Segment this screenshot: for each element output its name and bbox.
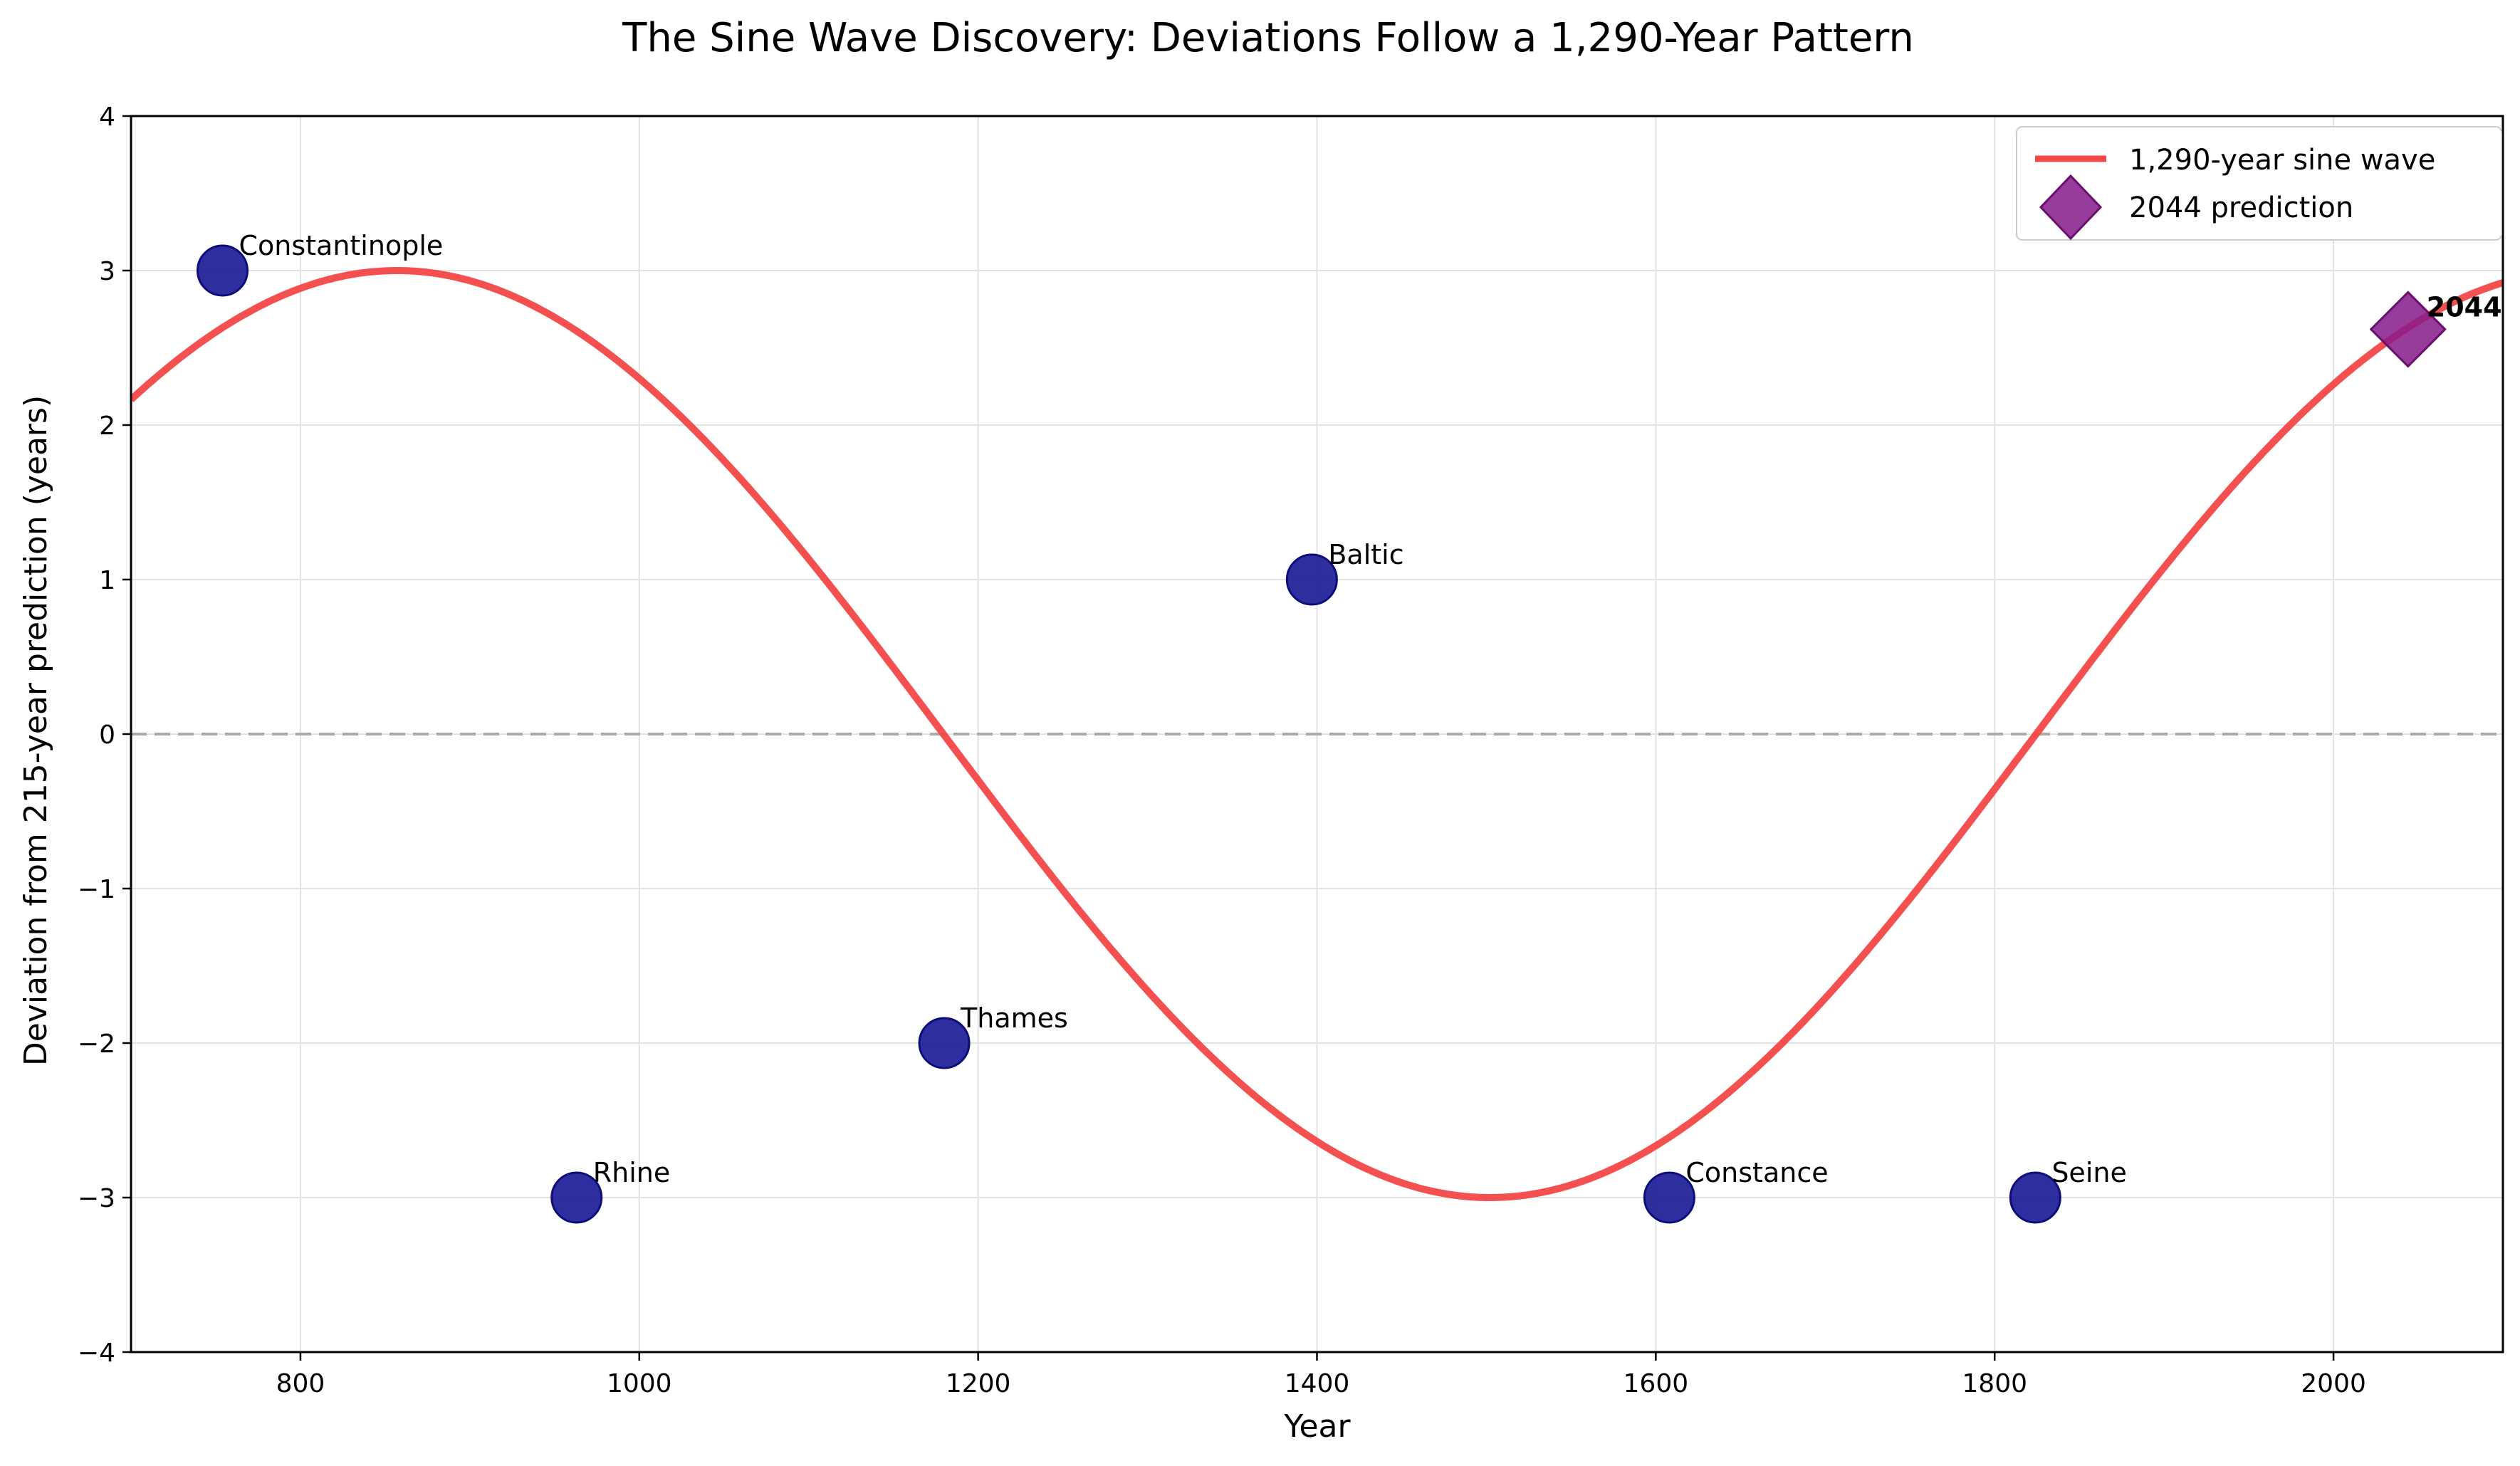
x-tick-label: 800: [276, 1369, 325, 1398]
point-label: Constance: [1685, 1157, 1828, 1188]
data-point: [550, 1171, 603, 1224]
point-label: Baltic: [1328, 539, 1403, 570]
y-axis-ticks: −4 −3 −2 −1 0 1 2 3 4: [78, 103, 131, 1368]
sine-wave-line: [131, 267, 2503, 1201]
plot-series: [131, 267, 2503, 1201]
y-tick-label: −1: [78, 875, 115, 904]
x-axis-label: Year: [1283, 1408, 1351, 1445]
data-point: [196, 244, 249, 297]
prediction-label: 2044: [2427, 291, 2502, 323]
y-tick-label: 0: [99, 721, 115, 750]
data-point: [1643, 1171, 1695, 1224]
x-tick-label: 2000: [2301, 1369, 2366, 1398]
y-tick-label: 3: [99, 257, 115, 286]
y-tick-label: −2: [78, 1030, 115, 1059]
y-tick-label: −4: [78, 1339, 115, 1368]
legend-prediction-label: 2044 prediction: [2129, 192, 2353, 224]
y-tick-label: 4: [99, 103, 115, 132]
y-tick-label: −3: [78, 1184, 115, 1213]
x-tick-label: 1200: [946, 1369, 1011, 1398]
x-tick-label: 1000: [607, 1369, 672, 1398]
point-label: Constantinople: [239, 230, 443, 261]
prediction-marker: [2369, 290, 2447, 368]
x-tick-label: 1400: [1285, 1369, 1350, 1398]
legend-box: [2016, 126, 2502, 241]
legend: 1,290-year sine wave 2044 prediction: [2016, 126, 2502, 241]
prediction-marker-group: 2044: [2369, 290, 2502, 368]
x-tick-label: 1600: [1624, 1369, 1689, 1398]
data-point: [1285, 553, 1338, 606]
legend-sine-label: 1,290-year sine wave: [2129, 144, 2435, 177]
point-label: Thames: [960, 1002, 1068, 1034]
point-label: Seine: [2051, 1157, 2127, 1188]
y-axis-label: Deviation from 215-year prediction (year…: [18, 395, 54, 1066]
x-axis-ticks: 800 1000 1200 1400 1600 1800 2000: [276, 1352, 2366, 1398]
y-tick-label: 1: [99, 566, 115, 595]
y-tick-label: 2: [99, 412, 115, 441]
chart-title: The Sine Wave Discovery: Deviations Foll…: [622, 15, 1914, 61]
x-tick-label: 1800: [1962, 1369, 2027, 1398]
legend-prediction-swatch: [2039, 174, 2103, 241]
data-points: Constantinople Rhine Thames Baltic Constance…: [196, 230, 2127, 1224]
point-label: Rhine: [593, 1157, 671, 1188]
data-point: [918, 1017, 971, 1069]
data-point: [2009, 1171, 2061, 1224]
